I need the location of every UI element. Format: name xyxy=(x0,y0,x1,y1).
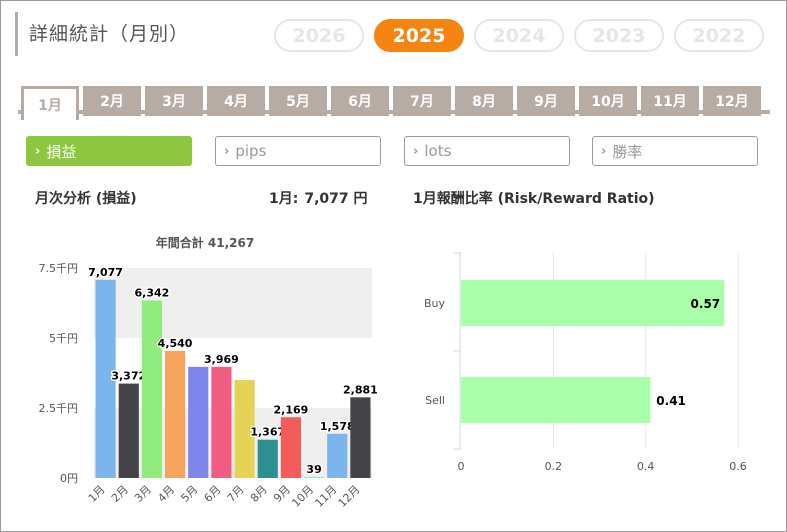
metric-button-label: 損益 xyxy=(46,142,77,161)
month-tabs: 1月 2月 3月 4月 5月 6月 7月 8月 9月 10月 11月 12月 xyxy=(18,80,770,120)
chevron-right-icon: › xyxy=(413,143,419,159)
metric-button-0[interactable]: › 損益 xyxy=(26,136,192,166)
month-value-label: 1月: xyxy=(269,191,299,207)
tab-month-9[interactable]: 9月 xyxy=(517,86,575,116)
page-title: 詳細統計（月別） xyxy=(29,23,190,45)
chevron-right-icon: › xyxy=(601,143,607,159)
tab-month-4[interactable]: 4月 xyxy=(207,86,265,116)
year-button-2022[interactable]: 2022 xyxy=(674,19,764,52)
tab-month-6[interactable]: 6月 xyxy=(331,86,389,116)
tab-month-12[interactable]: 12月 xyxy=(703,86,761,116)
metric-button-2[interactable]: › lots xyxy=(404,136,570,166)
month-value: 1月: 7,077 円 xyxy=(269,188,368,208)
chevron-right-icon: › xyxy=(35,143,41,159)
chevron-right-icon: › xyxy=(224,143,230,159)
tab-month-5[interactable]: 5月 xyxy=(269,86,327,116)
metric-button-label: 勝率 xyxy=(612,142,643,161)
tab-month-2[interactable]: 2月 xyxy=(83,86,141,116)
metric-button-label: lots xyxy=(424,142,452,160)
month-value-amount: 7,077 円 xyxy=(304,191,368,207)
page-title-block: 詳細統計（月別） xyxy=(15,12,189,56)
monthly-heading: 月次分析 (損益) xyxy=(35,191,137,207)
year-selector: 2026 2025 2024 2023 2022 xyxy=(274,19,764,52)
metric-button-1[interactable]: › pips xyxy=(215,136,381,166)
ratio-heading: 1月報酬比率 (Risk/Reward Ratio) xyxy=(413,191,655,207)
tab-month-3[interactable]: 3月 xyxy=(145,86,203,116)
year-button-2026[interactable]: 2026 xyxy=(274,19,364,52)
metric-button-label: pips xyxy=(235,142,267,160)
tab-month-1[interactable]: 1月 xyxy=(21,86,79,120)
year-button-2025[interactable]: 2025 xyxy=(374,19,464,52)
year-button-2023[interactable]: 2023 xyxy=(574,19,664,52)
tab-month-7[interactable]: 7月 xyxy=(393,86,451,116)
tab-month-8[interactable]: 8月 xyxy=(455,86,513,116)
tab-month-11[interactable]: 11月 xyxy=(641,86,699,116)
year-button-2024[interactable]: 2024 xyxy=(474,19,564,52)
metric-button-3[interactable]: › 勝率 xyxy=(592,136,758,166)
tab-month-10[interactable]: 10月 xyxy=(579,86,637,116)
